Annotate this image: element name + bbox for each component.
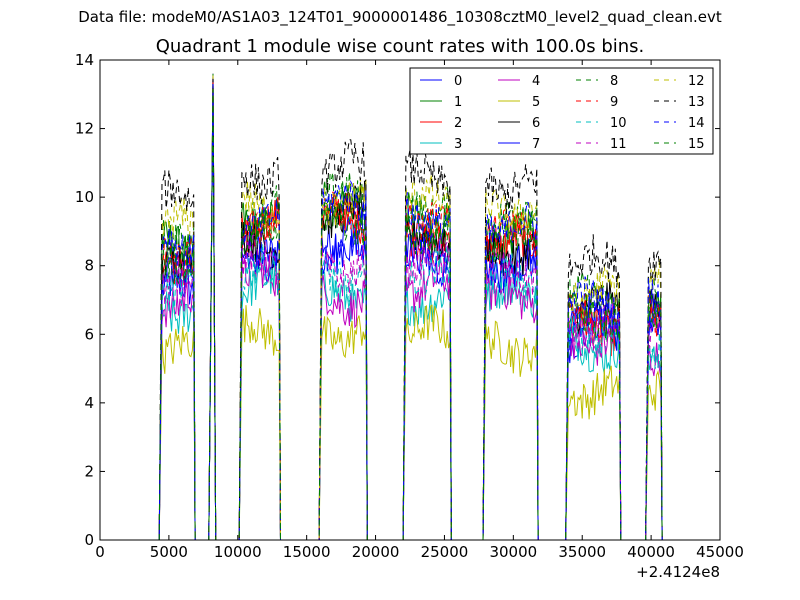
legend-label-13: 13 — [688, 95, 705, 110]
x-tick-label: 15000 — [283, 543, 331, 561]
legend-label-15: 15 — [688, 137, 705, 152]
legend-label-2: 2 — [454, 116, 462, 131]
x-tick-label: 30000 — [489, 543, 537, 561]
legend-label-10: 10 — [610, 116, 627, 131]
legend-box — [409, 67, 714, 155]
x-offset-label: +2.4124e8 — [636, 563, 720, 581]
series-line-10 — [158, 83, 663, 540]
legend-label-0: 0 — [454, 74, 462, 89]
axes-frame — [99, 59, 721, 541]
plot-area — [158, 73, 663, 540]
x-tick-label: 5000 — [150, 543, 188, 561]
chart-title: Quadrant 1 module wise count rates with … — [155, 36, 645, 57]
y-tick-label: 12 — [75, 120, 94, 138]
series-line-5 — [158, 78, 663, 540]
x-tick-label: 25000 — [421, 543, 469, 561]
axes: 0 5000 10000 15000 20000 25000 30000 35000 40000… — [75, 51, 744, 581]
legend-label-12: 12 — [688, 74, 705, 89]
y-tick-label: 8 — [84, 257, 94, 275]
legend-label-3: 3 — [454, 137, 462, 152]
y-tick-label: 2 — [84, 462, 94, 480]
y-tick-label: 0 — [84, 531, 94, 549]
x-tick-label: 45000 — [696, 543, 744, 561]
series-line-13 — [158, 78, 663, 540]
legend-label-4: 4 — [532, 74, 540, 89]
x-tick-label: 35000 — [558, 543, 606, 561]
x-tick-label: 40000 — [627, 543, 675, 561]
series-line-15 — [158, 89, 663, 540]
x-tick-label: 0 — [95, 543, 105, 561]
series-line-9 — [158, 78, 663, 540]
legend-label-7: 7 — [532, 137, 540, 152]
legend-label-14: 14 — [688, 116, 705, 131]
legend-label-6: 6 — [532, 116, 540, 131]
x-tick-label: 10000 — [214, 543, 262, 561]
y-tick-label: 4 — [84, 394, 94, 412]
legend-label-1: 1 — [454, 95, 462, 110]
series-line-12 — [158, 73, 663, 540]
x-tick-label: 20000 — [352, 543, 400, 561]
y-tick-label: 10 — [75, 188, 94, 206]
legend-label-8: 8 — [610, 74, 618, 89]
y-tick-label: 6 — [84, 325, 94, 343]
legend-label-11: 11 — [610, 137, 627, 152]
series-line-2 — [158, 83, 663, 540]
y-tick-label: 14 — [75, 51, 94, 69]
legend-label-5: 5 — [532, 95, 540, 110]
data-file-title: Data file: modeM0/AS1A03_124T01_90000014… — [78, 8, 722, 26]
legend-label-9: 9 — [610, 95, 618, 110]
